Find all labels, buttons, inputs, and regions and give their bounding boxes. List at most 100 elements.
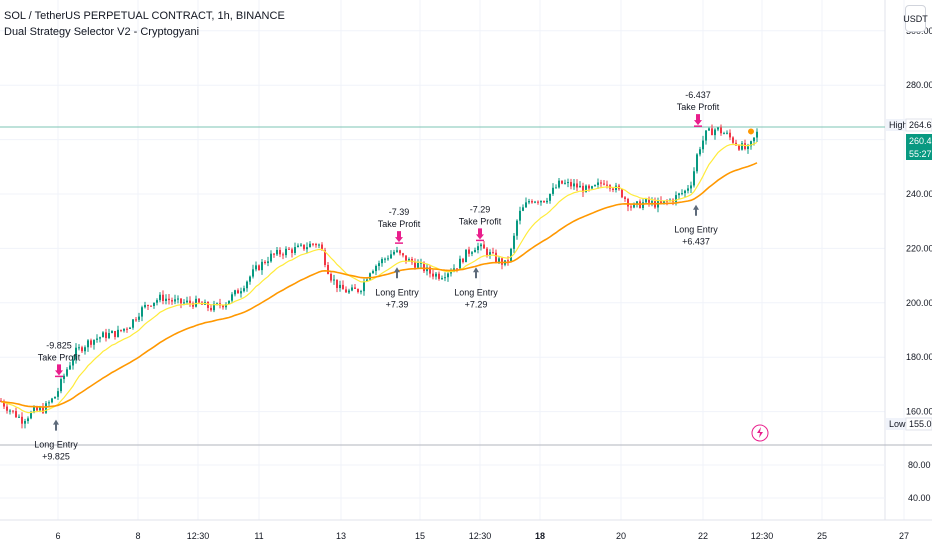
candle-body[interactable] <box>489 252 491 256</box>
candle-body[interactable] <box>363 281 365 292</box>
candle-body[interactable] <box>624 197 626 199</box>
candle-body[interactable] <box>690 185 692 189</box>
candle-body[interactable] <box>510 248 512 261</box>
candle-body[interactable] <box>345 289 347 293</box>
candle-body[interactable] <box>564 182 566 184</box>
candle-body[interactable] <box>474 250 476 253</box>
candle-body[interactable] <box>330 273 332 281</box>
candle-body[interactable] <box>681 193 683 195</box>
candle-body[interactable] <box>399 250 401 254</box>
candle-body[interactable] <box>300 244 302 246</box>
candle-body[interactable] <box>546 200 548 203</box>
candle-body[interactable] <box>213 303 215 311</box>
candle-body[interactable] <box>501 258 503 265</box>
candle-body[interactable] <box>111 331 113 334</box>
candle-body[interactable] <box>756 131 758 138</box>
candle-body[interactable] <box>294 247 296 253</box>
candle-body[interactable] <box>150 305 152 307</box>
candle-body[interactable] <box>3 401 5 407</box>
candle-body[interactable] <box>591 186 593 189</box>
candle-body[interactable] <box>267 261 269 264</box>
candle-body[interactable] <box>51 398 53 403</box>
candle-body[interactable] <box>147 304 149 306</box>
candle-body[interactable] <box>711 128 713 136</box>
candle-body[interactable] <box>603 183 605 185</box>
candle-body[interactable] <box>390 254 392 259</box>
candle-body[interactable] <box>342 284 344 290</box>
candle-body[interactable] <box>582 185 584 193</box>
candle-body[interactable] <box>561 180 563 184</box>
candle-body[interactable] <box>483 244 485 249</box>
candle-body[interactable] <box>732 137 734 143</box>
candle-body[interactable] <box>576 183 578 188</box>
candle-body[interactable] <box>99 337 101 339</box>
candle-body[interactable] <box>471 252 473 254</box>
take-profit-arrow-icon[interactable] <box>694 114 702 126</box>
indicator-title[interactable]: Dual Strategy Selector V2 - Cryptogyani <box>4 26 200 38</box>
candle-body[interactable] <box>120 329 122 331</box>
candle-body[interactable] <box>291 249 293 253</box>
candle-body[interactable] <box>270 253 272 262</box>
candle-body[interactable] <box>192 303 194 307</box>
candle-body[interactable] <box>117 329 119 337</box>
candle-body[interactable] <box>519 210 521 221</box>
candle-body[interactable] <box>600 182 602 184</box>
candle-body[interactable] <box>384 258 386 260</box>
take-profit-arrow-icon[interactable] <box>55 364 63 376</box>
candle-body[interactable] <box>69 365 71 370</box>
candle-body[interactable] <box>318 244 320 246</box>
candle-body[interactable] <box>288 248 290 250</box>
candle-body[interactable] <box>0 400 2 402</box>
candle-body[interactable] <box>171 300 173 302</box>
candle-body[interactable] <box>387 258 389 260</box>
candle-body[interactable] <box>102 332 104 338</box>
candle-body[interactable] <box>621 189 623 198</box>
candle-body[interactable] <box>195 298 197 307</box>
candle-body[interactable] <box>720 127 722 134</box>
candle-body[interactable] <box>351 287 353 291</box>
take-profit-arrow-icon[interactable] <box>476 228 484 240</box>
candle-body[interactable] <box>42 407 44 413</box>
candle-body[interactable] <box>15 411 17 418</box>
candle-body[interactable] <box>753 137 755 142</box>
candle-body[interactable] <box>144 304 146 308</box>
candle-body[interactable] <box>468 249 470 254</box>
candle-body[interactable] <box>249 276 251 282</box>
candle-body[interactable] <box>63 375 65 380</box>
candle-body[interactable] <box>183 302 185 304</box>
candle-body[interactable] <box>297 245 299 248</box>
candle-body[interactable] <box>450 271 452 274</box>
candle-body[interactable] <box>279 250 281 255</box>
candle-body[interactable] <box>528 201 530 203</box>
candle-body[interactable] <box>651 201 653 203</box>
candle-body[interactable] <box>729 132 731 138</box>
candle-body[interactable] <box>714 129 716 136</box>
candle-body[interactable] <box>78 347 80 349</box>
candle-body[interactable] <box>39 407 41 411</box>
candle-body[interactable] <box>741 143 743 150</box>
candle-body[interactable] <box>555 187 557 189</box>
candle-body[interactable] <box>33 407 35 413</box>
candle-body[interactable] <box>237 290 239 294</box>
candle-body[interactable] <box>75 347 77 360</box>
candle-body[interactable] <box>276 250 278 255</box>
candle-body[interactable] <box>222 305 224 308</box>
candle-body[interactable] <box>438 273 440 279</box>
candle-body[interactable] <box>87 340 89 348</box>
candle-body[interactable] <box>378 263 380 267</box>
candle-body[interactable] <box>156 300 158 303</box>
candle-body[interactable] <box>339 284 341 289</box>
candle-body[interactable] <box>675 195 677 202</box>
take-profit-arrow-icon[interactable] <box>395 231 403 243</box>
candle-body[interactable] <box>369 273 371 280</box>
candle-body[interactable] <box>372 271 374 274</box>
candle-body[interactable] <box>507 260 509 262</box>
candle-body[interactable] <box>24 421 26 424</box>
candle-body[interactable] <box>588 185 590 189</box>
candle-body[interactable] <box>459 258 461 269</box>
candle-body[interactable] <box>402 253 404 256</box>
candle-body[interactable] <box>456 268 458 270</box>
candle-body[interactable] <box>432 273 434 277</box>
candle-body[interactable] <box>81 347 83 352</box>
candle-body[interactable] <box>258 265 260 271</box>
